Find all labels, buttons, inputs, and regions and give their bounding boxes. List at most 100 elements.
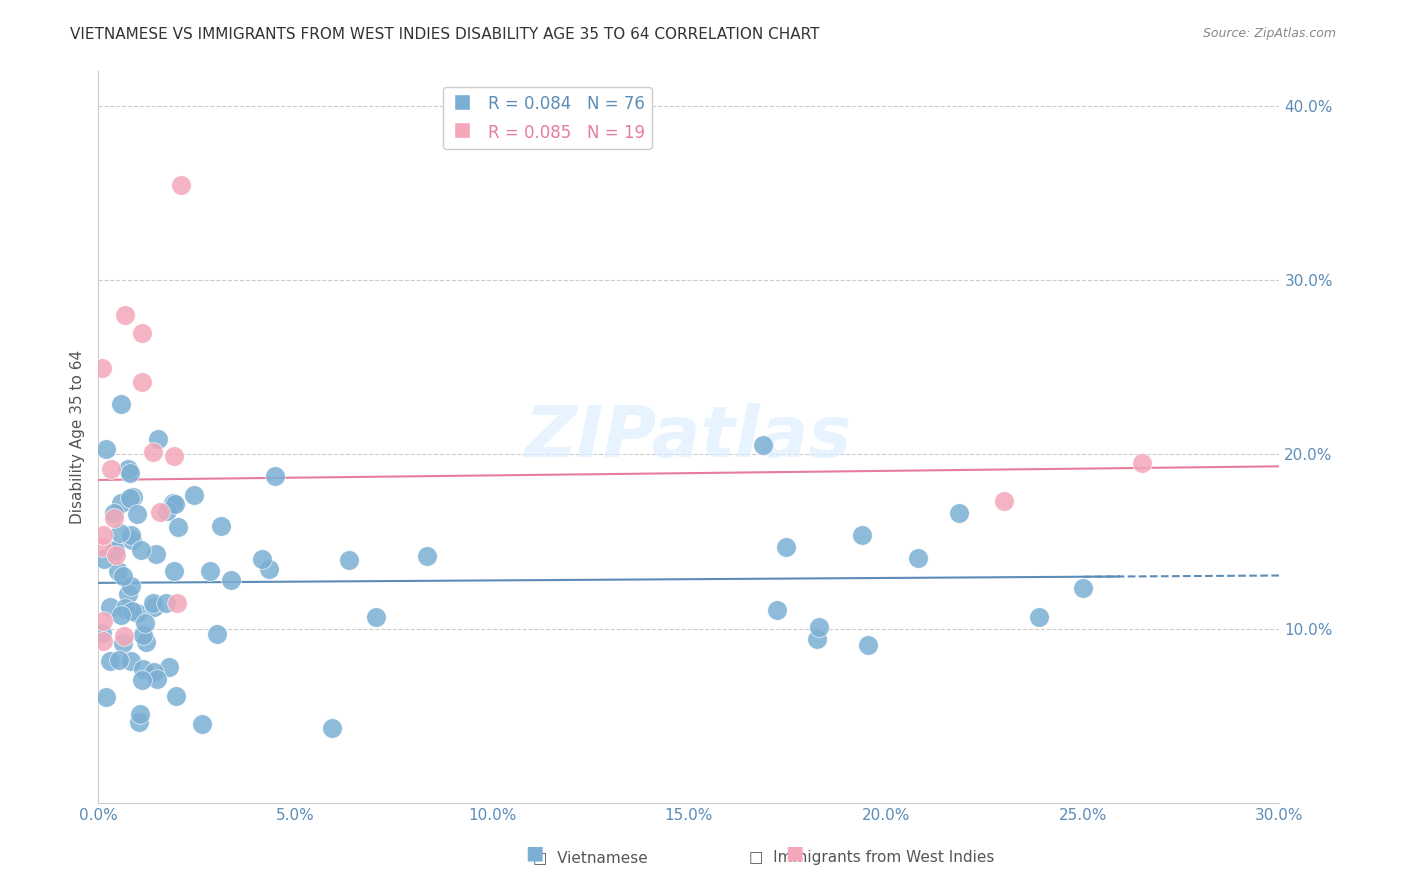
Point <box>131 375 153 389</box>
Y-axis label: Disability Age 35 to 64: Disability Age 35 to 64 <box>69 350 84 524</box>
Point <box>165 689 187 703</box>
Point <box>91 626 114 640</box>
Point <box>132 662 155 676</box>
Point <box>775 540 797 554</box>
Point <box>100 461 122 475</box>
Point <box>129 542 152 557</box>
Point <box>107 564 129 578</box>
Point <box>103 506 125 520</box>
Point <box>108 525 131 540</box>
Point <box>752 438 775 452</box>
Point <box>132 628 155 642</box>
Point <box>120 654 142 668</box>
Point <box>149 505 172 519</box>
Point <box>114 629 136 643</box>
Point <box>93 552 115 566</box>
Point <box>157 660 180 674</box>
Point <box>120 579 142 593</box>
Point <box>120 491 142 505</box>
Point <box>121 533 143 547</box>
Point <box>142 596 165 610</box>
Point <box>183 488 205 502</box>
Point <box>166 520 188 534</box>
Point <box>131 326 153 340</box>
Point <box>364 610 387 624</box>
Text: Source: ZipAtlas.com: Source: ZipAtlas.com <box>1202 27 1336 40</box>
Point <box>114 601 136 615</box>
Point <box>170 178 193 192</box>
Point <box>155 596 177 610</box>
Point <box>264 468 287 483</box>
Point <box>806 632 828 646</box>
Point <box>191 717 214 731</box>
Point <box>200 565 222 579</box>
Point <box>114 308 136 322</box>
Point <box>135 635 157 649</box>
Point <box>257 562 280 576</box>
Point <box>337 553 360 567</box>
Point <box>207 627 229 641</box>
Point <box>110 397 132 411</box>
Point <box>166 596 188 610</box>
Point <box>163 564 186 578</box>
Text: □  Immigrants from West Indies: □ Immigrants from West Indies <box>749 850 994 865</box>
Point <box>143 665 166 680</box>
Point <box>91 540 114 554</box>
Point <box>142 445 165 459</box>
Point <box>104 543 127 558</box>
Point <box>415 549 437 563</box>
Point <box>110 607 132 622</box>
Point <box>127 606 149 620</box>
Point <box>143 600 166 615</box>
Point <box>808 620 831 634</box>
Point <box>104 548 127 562</box>
Text: ■: ■ <box>785 844 804 863</box>
Point <box>120 528 142 542</box>
Point <box>219 573 242 587</box>
Point <box>112 569 135 583</box>
Point <box>103 511 125 525</box>
Point <box>98 600 121 615</box>
Point <box>146 672 169 686</box>
Point <box>98 654 121 668</box>
Point <box>163 497 186 511</box>
Point <box>252 552 274 566</box>
Text: VIETNAMESE VS IMMIGRANTS FROM WEST INDIES DISABILITY AGE 35 TO 64 CORRELATION CH: VIETNAMESE VS IMMIGRANTS FROM WEST INDIE… <box>70 27 820 42</box>
Point <box>856 638 879 652</box>
Point <box>121 604 143 618</box>
Point <box>128 707 150 722</box>
Point <box>127 507 149 521</box>
Point <box>91 360 114 375</box>
Point <box>162 496 184 510</box>
Point <box>110 496 132 510</box>
Point <box>108 653 131 667</box>
Point <box>851 528 873 542</box>
Point <box>948 506 970 520</box>
Point <box>91 527 114 541</box>
Point <box>155 504 177 518</box>
Point <box>117 462 139 476</box>
Point <box>321 721 343 735</box>
Point <box>907 551 929 566</box>
Point <box>91 614 114 628</box>
Point <box>766 602 789 616</box>
Point <box>1028 610 1050 624</box>
Text: ZIPatlas: ZIPatlas <box>526 402 852 472</box>
Point <box>1073 581 1095 595</box>
Point <box>112 636 135 650</box>
Point <box>209 519 232 533</box>
Point <box>120 466 142 480</box>
Point <box>94 690 117 704</box>
Text: □  Vietnamese: □ Vietnamese <box>533 850 648 865</box>
Text: ■: ■ <box>524 844 544 863</box>
Point <box>121 490 143 504</box>
Point <box>1130 457 1153 471</box>
Point <box>128 715 150 730</box>
Point <box>993 493 1015 508</box>
Point <box>146 432 169 446</box>
Point <box>103 545 125 559</box>
Point <box>117 586 139 600</box>
Point <box>145 548 167 562</box>
Legend: R = 0.084   N = 76, R = 0.085   N = 19: R = 0.084 N = 76, R = 0.085 N = 19 <box>443 87 651 149</box>
Point <box>131 673 153 687</box>
